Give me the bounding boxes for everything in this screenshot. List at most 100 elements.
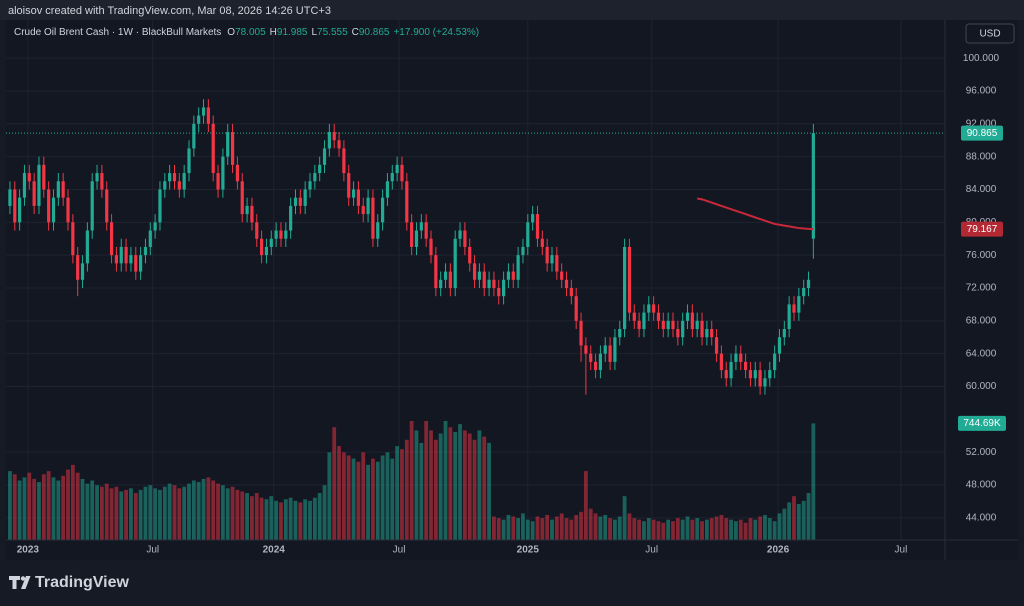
volume-bar	[308, 500, 312, 540]
currency-button[interactable]	[965, 23, 1015, 44]
candle-body	[168, 173, 172, 182]
volume-bar	[748, 518, 753, 540]
volume-bar	[671, 521, 675, 540]
volume-bar	[438, 433, 443, 540]
volume-bar	[75, 472, 80, 540]
candle-body	[613, 337, 617, 362]
volume-bar	[646, 518, 651, 540]
volume-bar	[763, 514, 767, 540]
candle-body	[647, 304, 651, 313]
legend-value: 90.865	[359, 27, 390, 38]
currency-label[interactable]: USD	[979, 29, 1000, 40]
x-tick-label: Jul	[895, 545, 908, 556]
volume-bar	[811, 423, 816, 540]
volume-bar	[22, 477, 27, 540]
volume-bar	[511, 516, 516, 540]
candle-body	[66, 197, 70, 223]
volume-bar	[240, 491, 245, 540]
volume-bar	[390, 458, 395, 540]
candle-body	[429, 238, 433, 256]
logo-slash	[21, 576, 31, 589]
volume-bar	[453, 431, 458, 540]
candle-body	[608, 345, 612, 362]
volume-bar	[579, 511, 583, 540]
candle-body	[729, 361, 733, 379]
candle-body	[739, 353, 743, 362]
axes: 100.00096.00092.00088.00084.00080.00076.…	[17, 53, 1006, 556]
moving-average	[697, 197, 814, 231]
legend-name: Crude Oil Brent Cash · 1W · BlackBull Ma…	[14, 27, 221, 38]
volume-bar	[66, 469, 70, 540]
volume-bar	[801, 500, 806, 540]
logo-t	[9, 576, 20, 589]
candle-body	[506, 271, 511, 280]
y-tick-label: 52.000	[966, 447, 997, 458]
volume-box	[958, 415, 1006, 431]
volume-bar	[564, 518, 569, 540]
volume-bar	[322, 485, 327, 540]
volume-bar	[409, 421, 414, 540]
volume-bar	[492, 516, 496, 540]
volume-bar	[114, 486, 119, 540]
volume-bar	[70, 464, 75, 540]
volume-bar	[129, 488, 133, 540]
candle-body	[724, 370, 728, 379]
volume-bar	[303, 499, 308, 540]
candle-body	[502, 279, 506, 297]
volume-bar	[385, 452, 390, 540]
y-tick-label: 68.000	[966, 315, 997, 326]
volume-bar	[8, 471, 12, 540]
volume-bar	[288, 497, 293, 540]
candle-body	[182, 173, 186, 190]
volume-bar	[487, 442, 491, 540]
x-tick-label: Jul	[146, 545, 159, 556]
volume-bar	[158, 489, 162, 540]
brand-text: TradingView	[35, 574, 130, 591]
volume-bar	[796, 503, 801, 540]
candle-body	[192, 123, 196, 149]
legend-value: 75.555	[317, 27, 348, 38]
candle-body	[95, 173, 99, 182]
candle-body	[80, 263, 85, 280]
candle-body	[356, 189, 361, 206]
credit-text: aloisov created with TradingView.com, Ma…	[8, 5, 331, 17]
candle-body	[632, 312, 636, 321]
volume-bar	[216, 483, 220, 540]
volume-bar	[380, 455, 385, 540]
candle-body	[453, 238, 457, 288]
y-tick-label: 96.000	[966, 86, 997, 97]
candle-body	[308, 181, 312, 190]
candle-body	[695, 320, 699, 330]
volume-bar	[172, 485, 177, 540]
volume-bar	[337, 446, 341, 540]
volume-bar	[269, 496, 274, 540]
candle-body	[526, 222, 530, 247]
candle-body	[714, 337, 719, 354]
volume-bar	[414, 430, 419, 540]
volume-bar	[666, 519, 671, 540]
candle-body	[627, 246, 632, 313]
volume-bar	[46, 471, 51, 540]
legend-value: 91.985	[277, 27, 308, 38]
volume-bar	[685, 516, 690, 540]
candle-body	[390, 173, 394, 182]
candle-body	[303, 189, 307, 206]
candle-body	[787, 304, 791, 330]
volume-bar	[187, 483, 191, 540]
candle-body	[497, 287, 501, 297]
ma-box	[961, 221, 1003, 237]
candle-body	[560, 271, 564, 280]
volume-bar	[443, 421, 448, 540]
candle-body	[579, 320, 583, 346]
volume-bar	[767, 518, 772, 540]
volume-bar	[95, 485, 99, 540]
candle-body	[221, 156, 225, 190]
candle-body	[124, 246, 128, 264]
candle-body	[545, 246, 549, 264]
volume-bar	[521, 513, 525, 540]
candle-body	[623, 246, 627, 330]
candle-body	[516, 255, 520, 280]
volume-bar	[792, 496, 796, 540]
candle-body	[705, 329, 709, 338]
x-tick-label: 2024	[263, 545, 286, 556]
